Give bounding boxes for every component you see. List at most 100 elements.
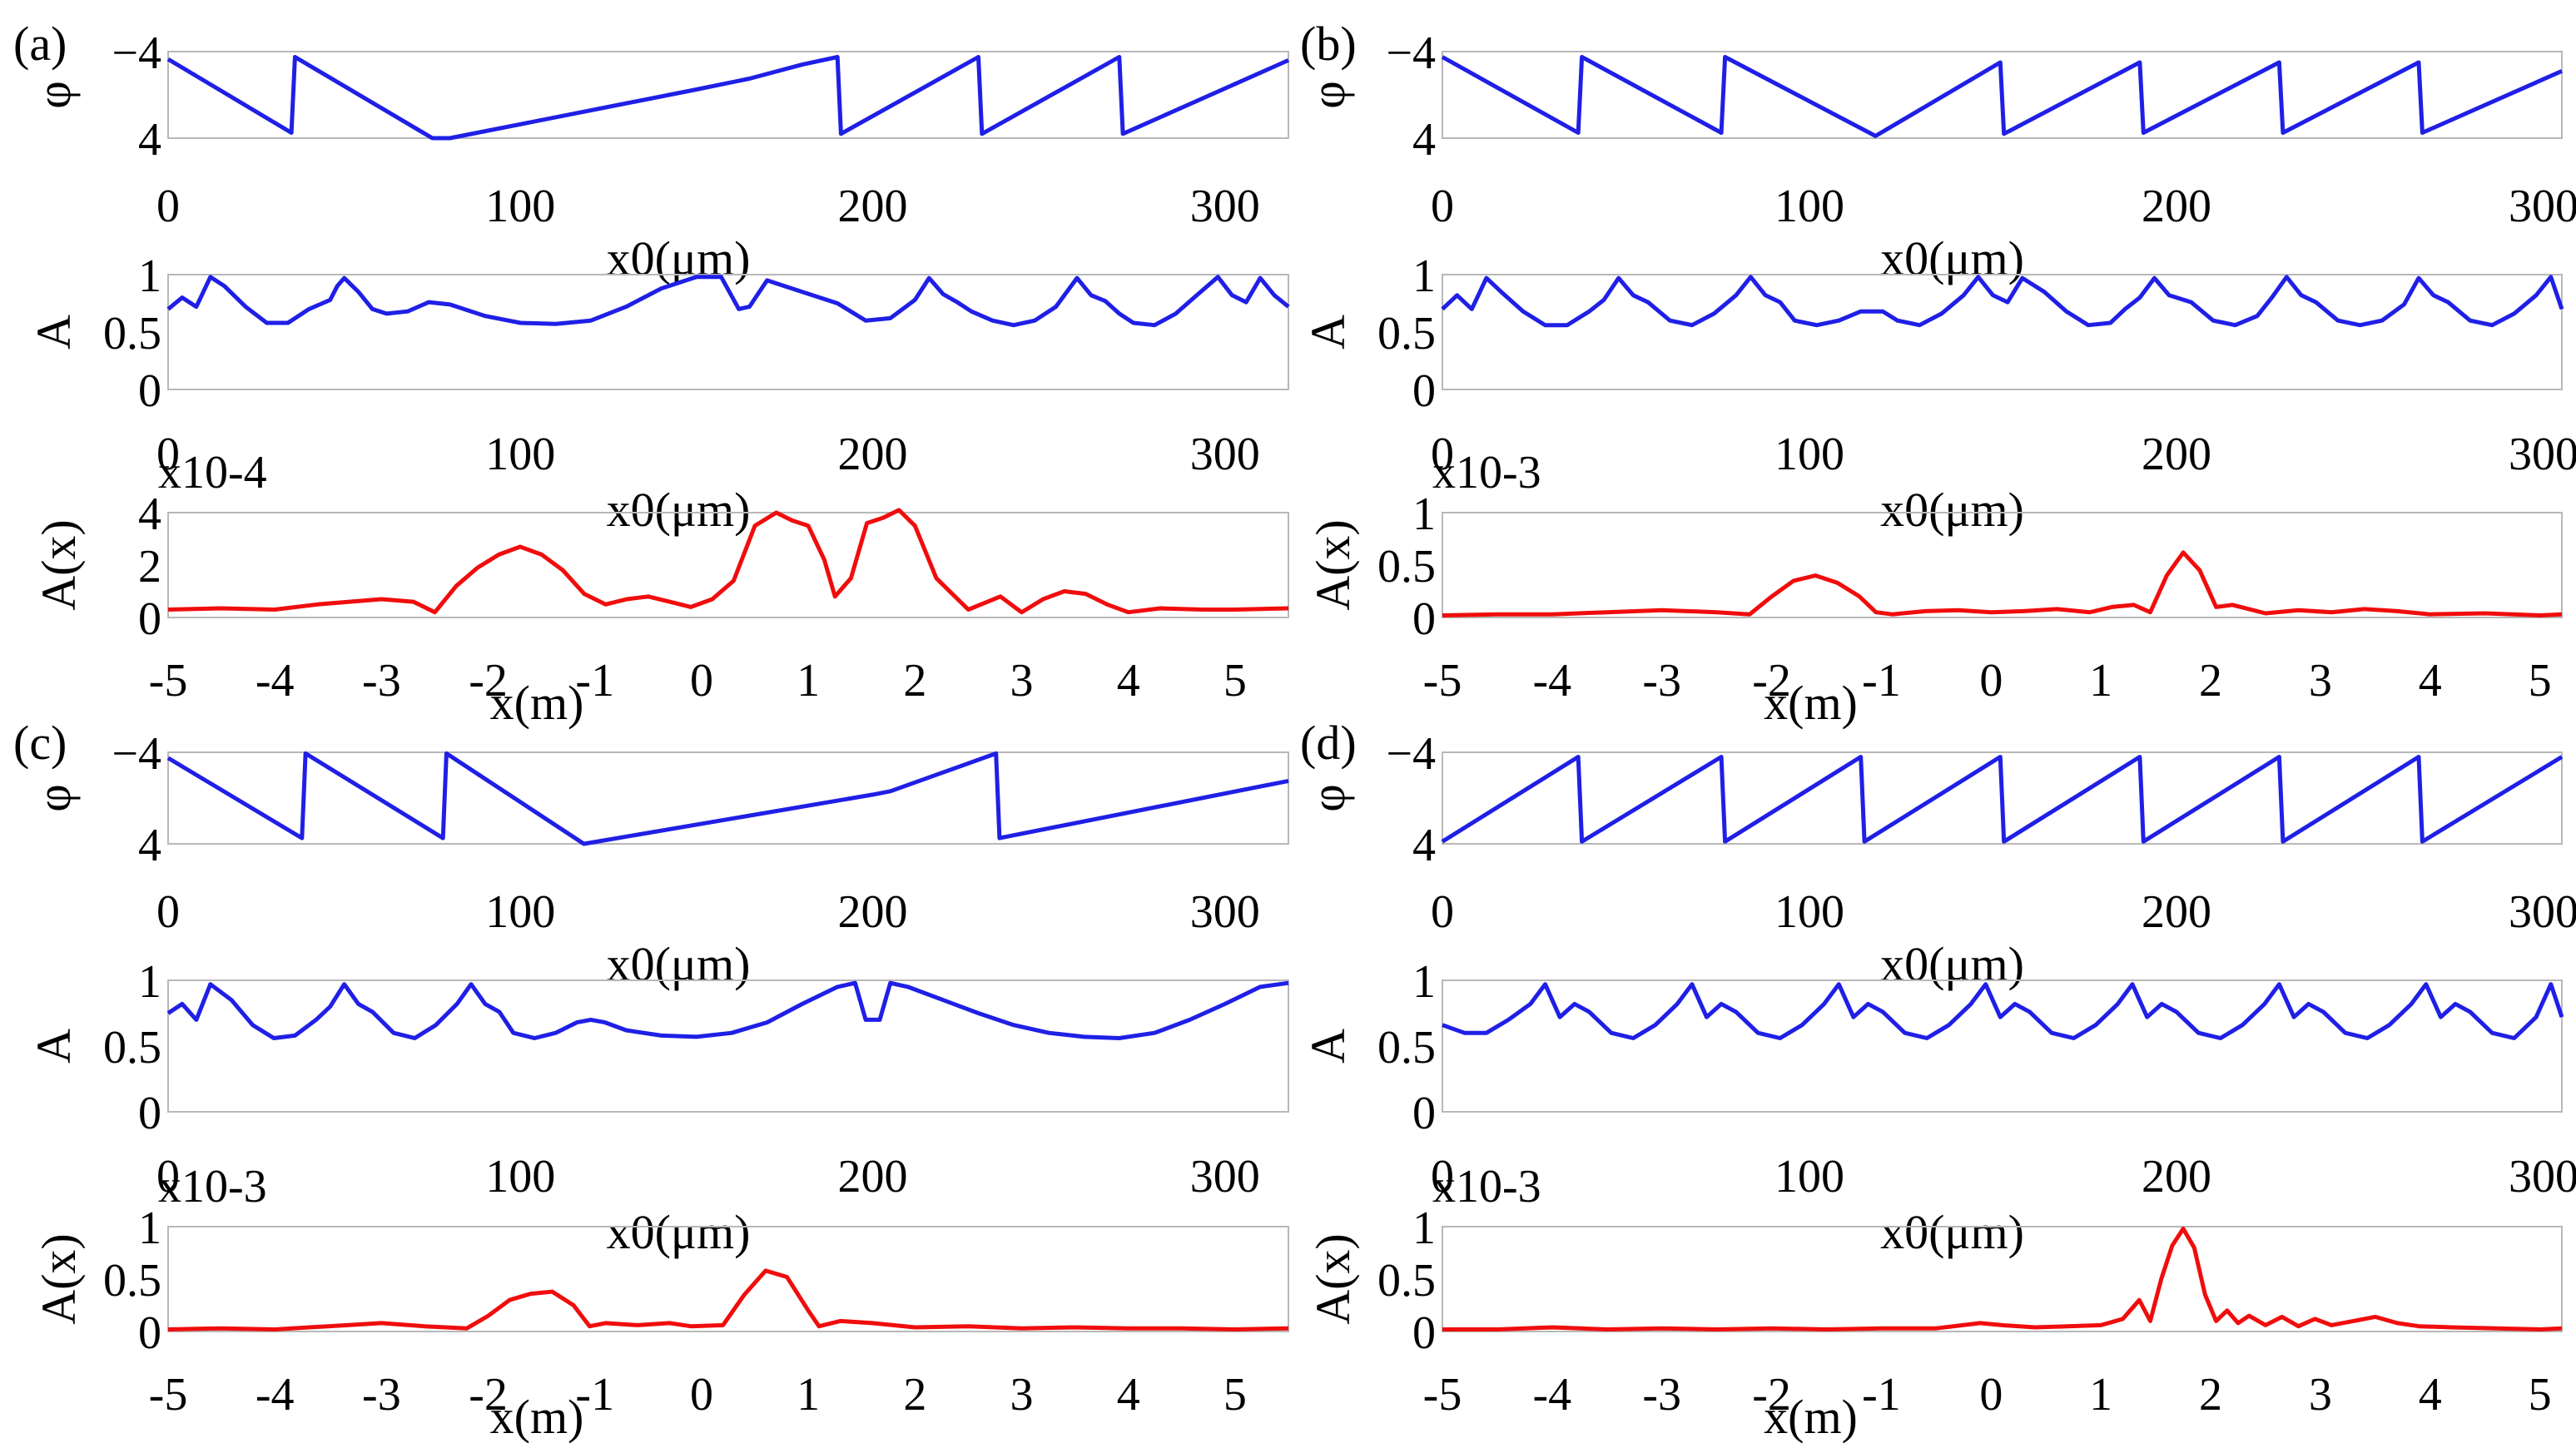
c-amp-ytick-1: 0.5 <box>103 1022 161 1074</box>
b-amp-xtick-3: 300 <box>2509 429 2576 480</box>
d-field-multiplier: x10-3 <box>1432 1161 1541 1212</box>
b-field-xtick-8: 3 <box>2309 655 2332 707</box>
a-field-xtick-9: 4 <box>1117 655 1140 707</box>
b-phase-series-line-0 <box>1441 55 2564 138</box>
a-field-xtick-4: -1 <box>575 655 614 707</box>
b-amp-ytick-0: 0 <box>1412 365 1436 417</box>
c-amp-frame <box>167 979 1289 1113</box>
c-phase-ytick-0: −4 <box>112 728 161 780</box>
b-field-xtick-0: -5 <box>1423 655 1462 707</box>
b-amp-series-line-0 <box>1441 275 2564 328</box>
b-field-xlabel: x(m) <box>1764 676 1858 730</box>
b-field-plot: -5 -4 -3 -2 -1 0 1 2 3 4 500.51x(m)A(x)x10-3 <box>1306 447 2563 730</box>
b-phase-xtick-2: 200 <box>2142 181 2211 232</box>
a-field-xtick-2: -3 <box>362 655 401 707</box>
c-field-ytick-0: 0 <box>138 1307 161 1359</box>
a-phase-xtick-2: 200 <box>838 181 908 232</box>
d-phase-xtick-1: 100 <box>1774 886 1844 938</box>
a-amp-xtick-3: 300 <box>1190 429 1260 480</box>
b-amp-xtick-0: 0 <box>1431 429 1454 480</box>
c-field-frame <box>167 1226 1289 1332</box>
d-amp-xtick-0: 0 <box>1431 1151 1454 1203</box>
b-field-xtick-2: -3 <box>1642 655 1681 707</box>
d-field-xtick-10: 5 <box>2529 1369 2552 1421</box>
c-amp-xtick-1: 100 <box>485 1151 555 1203</box>
a-phase-xtick-1: 100 <box>485 181 555 232</box>
c-phase-xtick-1: 100 <box>485 886 555 938</box>
d-phase-ytick-1: 4 <box>1412 820 1436 871</box>
c-phase-xtick-0: 0 <box>156 886 180 938</box>
d-amp-ytick-1: 0.5 <box>1377 1022 1436 1074</box>
d-amp-xlabel: x0(μm) <box>1880 1205 2024 1259</box>
a-field-series-line-0 <box>167 508 1289 615</box>
d-phase-series-line-0 <box>1441 755 2564 844</box>
c-phase-series-line-0 <box>166 751 1289 846</box>
b-field-xtick-4: -1 <box>1862 655 1901 707</box>
d-phase-plot: 0 100 200 300 −4 4 x0(μm) φ <box>1301 728 2576 991</box>
b-phase-frame <box>1442 51 2563 139</box>
b-field-xtick-10: 5 <box>2529 655 2552 707</box>
c-phase-xtick-2: 200 <box>838 886 908 938</box>
a-phase-series-line-0 <box>166 55 1290 141</box>
d-field-xtick-9: 4 <box>2419 1369 2442 1421</box>
d-field-xlabel: x(m) <box>1764 1390 1858 1444</box>
c-phase-ylabel: φ <box>27 784 81 811</box>
a-amp-ytick-2: 1 <box>138 250 161 302</box>
a-field-ytick-1: 2 <box>138 541 161 593</box>
c-field-ytick-2: 1 <box>138 1203 161 1254</box>
c-field-xtick-8: 3 <box>1010 1369 1034 1421</box>
d-field-xtick-0: -5 <box>1423 1369 1462 1421</box>
c-field-xtick-9: 4 <box>1117 1369 1140 1421</box>
a-amp-xlabel: x0(μm) <box>607 483 751 537</box>
b-phase-ylabel: φ <box>1301 81 1355 108</box>
b-amp-xlabel: x0(μm) <box>1880 483 2024 537</box>
b-field-ytick-0: 0 <box>1412 593 1436 645</box>
b-amp-frame <box>1442 274 2563 390</box>
d-field-xtick-7: 2 <box>2199 1369 2222 1421</box>
d-field-plot: -5 -4 -3 -2 -1 0 1 2 3 4 500.51x(m)A(x)x10-3 <box>1306 1161 2563 1444</box>
d-phase-xtick-0: 0 <box>1431 886 1454 938</box>
d-amp-xtick-1: 100 <box>1774 1151 1844 1203</box>
b-field-xtick-7: 2 <box>2199 655 2222 707</box>
c-field-xtick-2: -3 <box>362 1369 401 1421</box>
a-amp-series-line-0 <box>166 275 1290 328</box>
a-amp-ylabel: A <box>27 315 81 350</box>
a-field-multiplier: x10-4 <box>158 447 267 498</box>
b-field-multiplier: x10-3 <box>1432 447 1541 498</box>
b-phase-plot: 0 100 200 300 −4 4 x0(μm) φ <box>1301 27 2576 285</box>
d-field-ytick-2: 1 <box>1412 1203 1436 1254</box>
b-phase-xlabel: x0(μm) <box>1880 231 2024 285</box>
d-amp-ytick-0: 0 <box>1412 1088 1436 1139</box>
a-phase-ytick-0: −4 <box>112 27 161 79</box>
c-field-ylabel: A(x) <box>32 1233 86 1325</box>
c-amp-ytick-2: 1 <box>138 956 161 1008</box>
a-phase-xtick-0: 0 <box>156 181 180 232</box>
panel-label-d: (d) <box>1300 716 1357 770</box>
d-phase-xlabel: x0(μm) <box>1880 937 2024 991</box>
d-amp-series-line-0 <box>1442 982 2564 1040</box>
c-field-xtick-1: -4 <box>256 1369 295 1421</box>
b-amp-xtick-2: 200 <box>2142 429 2211 480</box>
c-field-xtick-3: -2 <box>469 1369 508 1421</box>
d-phase-ylabel: φ <box>1301 784 1355 811</box>
a-field-xtick-7: 2 <box>903 655 926 707</box>
a-amp-frame <box>167 274 1289 390</box>
c-field-xtick-7: 2 <box>903 1369 926 1421</box>
d-field-xtick-8: 3 <box>2309 1369 2332 1421</box>
b-phase-ytick-1: 4 <box>1412 114 1436 166</box>
panel-label-c: (c) <box>13 716 67 770</box>
b-field-ylabel: A(x) <box>1306 519 1360 611</box>
b-field-xtick-3: -2 <box>1752 655 1791 707</box>
d-amp-ylabel: A <box>1301 1029 1355 1064</box>
a-amp-xtick-1: 100 <box>485 429 555 480</box>
a-field-xtick-5: 0 <box>690 655 713 707</box>
d-phase-frame <box>1442 751 2563 845</box>
d-amp-plot: 0 100 200 300 0 0.5 1 x0(μm) A <box>1301 956 2576 1259</box>
d-field-xtick-2: -3 <box>1642 1369 1681 1421</box>
c-field-xtick-4: -1 <box>575 1369 614 1421</box>
c-amp-xtick-0: 0 <box>156 1151 180 1203</box>
c-field-ytick-1: 0.5 <box>103 1255 161 1307</box>
c-amp-plot: 0 100 200 300 0 0.5 1 x0(μm) A <box>27 956 1289 1259</box>
